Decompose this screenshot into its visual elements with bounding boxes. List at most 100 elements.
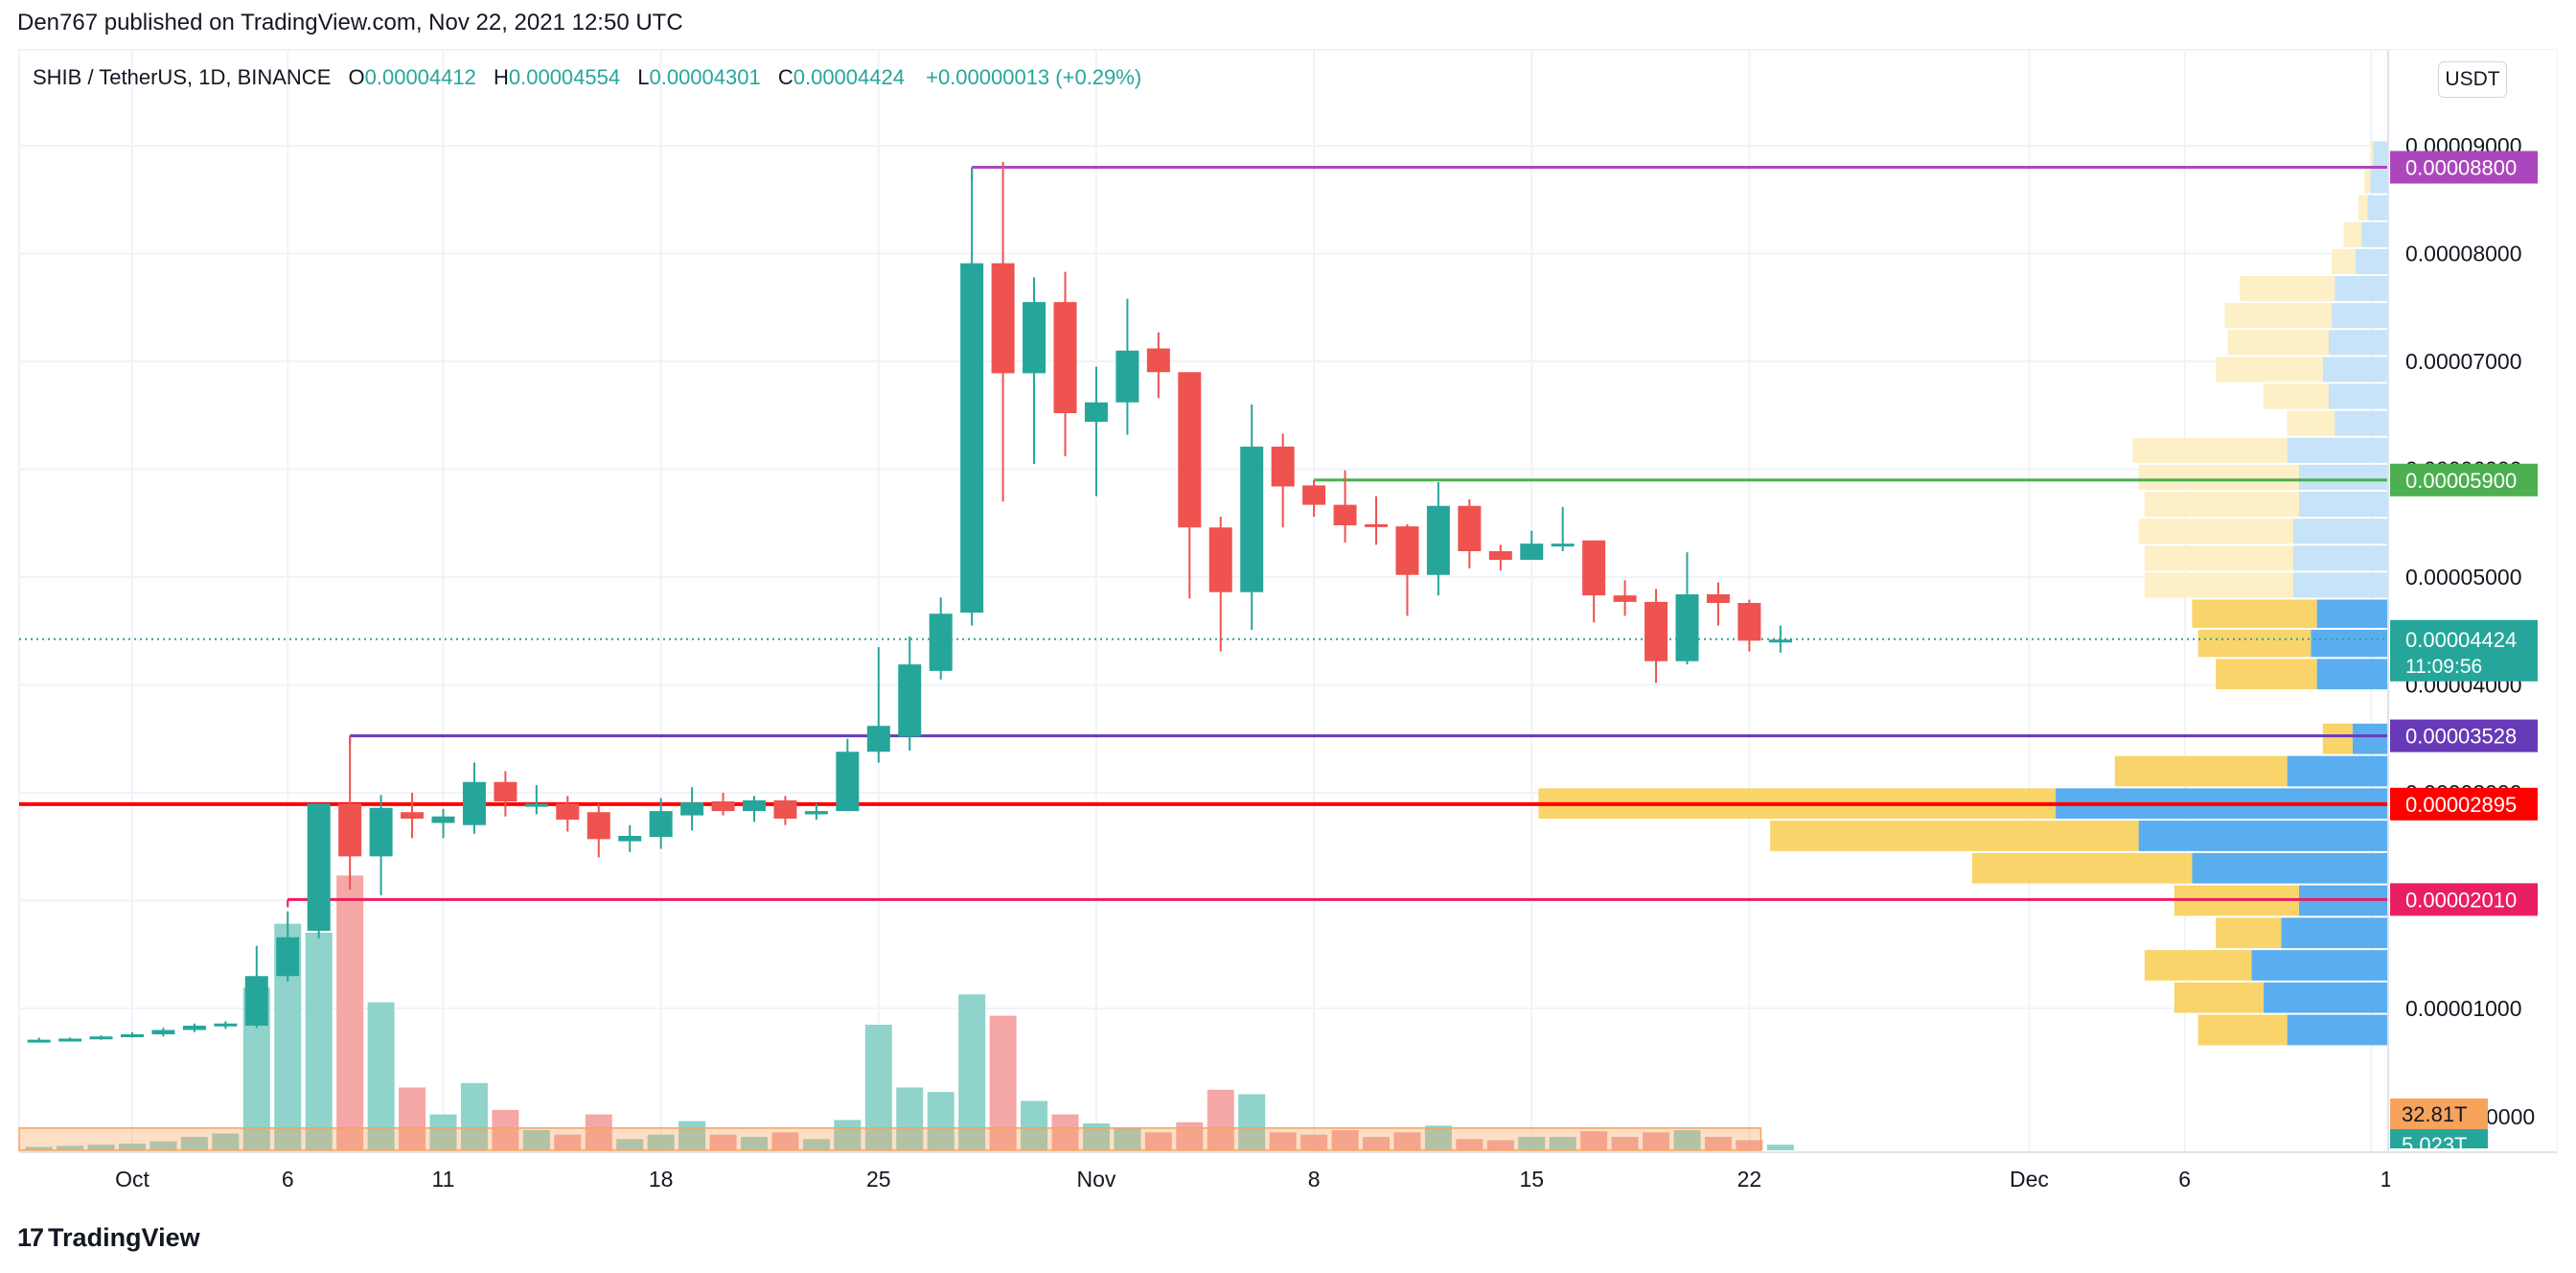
- chart-frame: [18, 49, 2558, 1153]
- vp-down-bar: [2144, 545, 2293, 571]
- volume-bar: [1424, 1125, 1452, 1150]
- vp-down-bar: [2343, 221, 2362, 247]
- candle: [121, 1031, 144, 1038]
- vp-down-bar: [2144, 492, 2299, 518]
- price-scale-panel: [2388, 50, 2557, 1152]
- candle: [804, 803, 828, 821]
- volume-bar: [367, 1002, 395, 1150]
- candle-body: [338, 803, 362, 857]
- candle-body: [711, 801, 735, 812]
- candle: [462, 762, 486, 834]
- x-tick-label: Oct: [115, 1167, 150, 1192]
- candle: [1426, 482, 1450, 596]
- candle: [1271, 433, 1295, 528]
- candle-body: [586, 812, 610, 840]
- vp-down-bar: [2224, 303, 2333, 329]
- vp-down-bar: [2216, 917, 2282, 949]
- level-lines: [19, 166, 2388, 908]
- candle-body: [369, 807, 393, 857]
- candle: [556, 796, 580, 832]
- vp-down-bar: [2216, 659, 2317, 690]
- vp-up-bar: [2281, 917, 2388, 949]
- candle: [27, 1037, 51, 1043]
- tradingview-brand[interactable]: 17 TradingView: [17, 1223, 200, 1253]
- candle: [960, 167, 984, 626]
- tradingview-logo-icon: 17: [17, 1223, 44, 1252]
- volume-bar: [150, 1141, 177, 1150]
- level-badge-bg: [2390, 787, 2538, 821]
- candle-body: [618, 836, 642, 842]
- vp-up-bar: [2192, 852, 2388, 884]
- volume-bar: [1736, 1140, 1763, 1150]
- candle: [1053, 271, 1077, 456]
- high-label: H: [493, 65, 509, 89]
- volume-bar: [1114, 1127, 1141, 1150]
- vp-down-bar: [2240, 276, 2335, 302]
- volume-bar: [212, 1133, 240, 1150]
- candle-body: [1582, 540, 1606, 596]
- vp-up-bar: [2355, 248, 2388, 274]
- candle: [711, 793, 735, 816]
- candle-body: [1146, 348, 1170, 373]
- open-label: O: [348, 65, 365, 89]
- level-badge-bg: [2390, 883, 2538, 916]
- candle-body: [1644, 601, 1668, 661]
- volume-bar: [958, 994, 986, 1150]
- volume-badge-text: 32.81T: [2402, 1102, 2468, 1126]
- level-badge-bg: [2390, 150, 2538, 184]
- candle-body: [680, 802, 704, 816]
- candle: [151, 1028, 175, 1037]
- vp-up-bar: [2332, 303, 2388, 329]
- candle-body: [1240, 446, 1264, 592]
- volume-bar: [1611, 1136, 1639, 1150]
- y-tick-label: 0.00001000: [2405, 996, 2522, 1021]
- volume-bar: [554, 1134, 582, 1150]
- vp-up-bar: [2138, 821, 2388, 851]
- vp-down-bar: [2358, 195, 2368, 220]
- level-price-badge: 0.00002895: [2390, 787, 2538, 821]
- volume-bar: [429, 1114, 457, 1150]
- volume-bar: [896, 1087, 924, 1150]
- candle: [1458, 499, 1482, 568]
- volume-bar: [119, 1143, 146, 1150]
- countdown-text: 11:09:56: [2405, 656, 2482, 678]
- symbol-title[interactable]: SHIB / TetherUS, 1D, BINANCE: [33, 65, 332, 89]
- candle: [1737, 599, 1761, 652]
- volume-bar: [1269, 1132, 1297, 1150]
- volume-bar: [1176, 1122, 1204, 1150]
- y-tick-label: 0.00007000: [2405, 349, 2522, 374]
- candle: [276, 911, 300, 982]
- candle: [1023, 277, 1046, 464]
- candle: [338, 736, 362, 891]
- vp-down-bar: [2287, 410, 2335, 436]
- volume-bar: [1021, 1100, 1048, 1150]
- vp-down-bar: [2370, 141, 2374, 167]
- volume-bar: [1393, 1132, 1421, 1150]
- candle: [649, 798, 673, 849]
- volume-bar: [678, 1121, 706, 1150]
- currency-button[interactable]: USDT: [2438, 61, 2507, 98]
- y-tick-label: 0.00005000: [2405, 565, 2522, 590]
- candle: [1613, 580, 1637, 616]
- x-tick-label: 22: [1737, 1167, 1762, 1192]
- vp-down-bar: [2114, 755, 2288, 787]
- candle: [836, 738, 860, 812]
- candle: [773, 796, 797, 825]
- volume-bar: [1051, 1114, 1079, 1150]
- candle: [743, 796, 766, 822]
- change-value: +0.00000013 (+0.29%): [926, 65, 1142, 89]
- candle: [1706, 582, 1730, 626]
- vp-up-bar: [2373, 141, 2388, 167]
- vp-up-bar: [2352, 723, 2388, 754]
- candle-body: [307, 803, 331, 931]
- volume-bar: [585, 1114, 612, 1150]
- vp-down-bar: [2197, 630, 2312, 658]
- candle: [1208, 517, 1232, 652]
- vp-down-bar: [2322, 723, 2353, 754]
- candle-body: [58, 1038, 82, 1042]
- candle: [586, 803, 610, 858]
- y-tick-label: 0.00008000: [2405, 242, 2522, 266]
- vp-up-bar: [2316, 659, 2388, 690]
- candle: [214, 1021, 238, 1030]
